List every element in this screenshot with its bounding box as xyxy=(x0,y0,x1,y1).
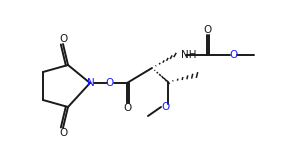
Text: O: O xyxy=(123,103,131,113)
Text: O: O xyxy=(203,25,211,35)
Text: NH: NH xyxy=(181,50,196,60)
Text: O: O xyxy=(106,78,114,88)
Text: O: O xyxy=(229,50,237,60)
Text: N: N xyxy=(87,78,95,88)
Text: O: O xyxy=(161,102,169,112)
Text: O: O xyxy=(60,128,68,138)
Text: O: O xyxy=(60,34,68,44)
